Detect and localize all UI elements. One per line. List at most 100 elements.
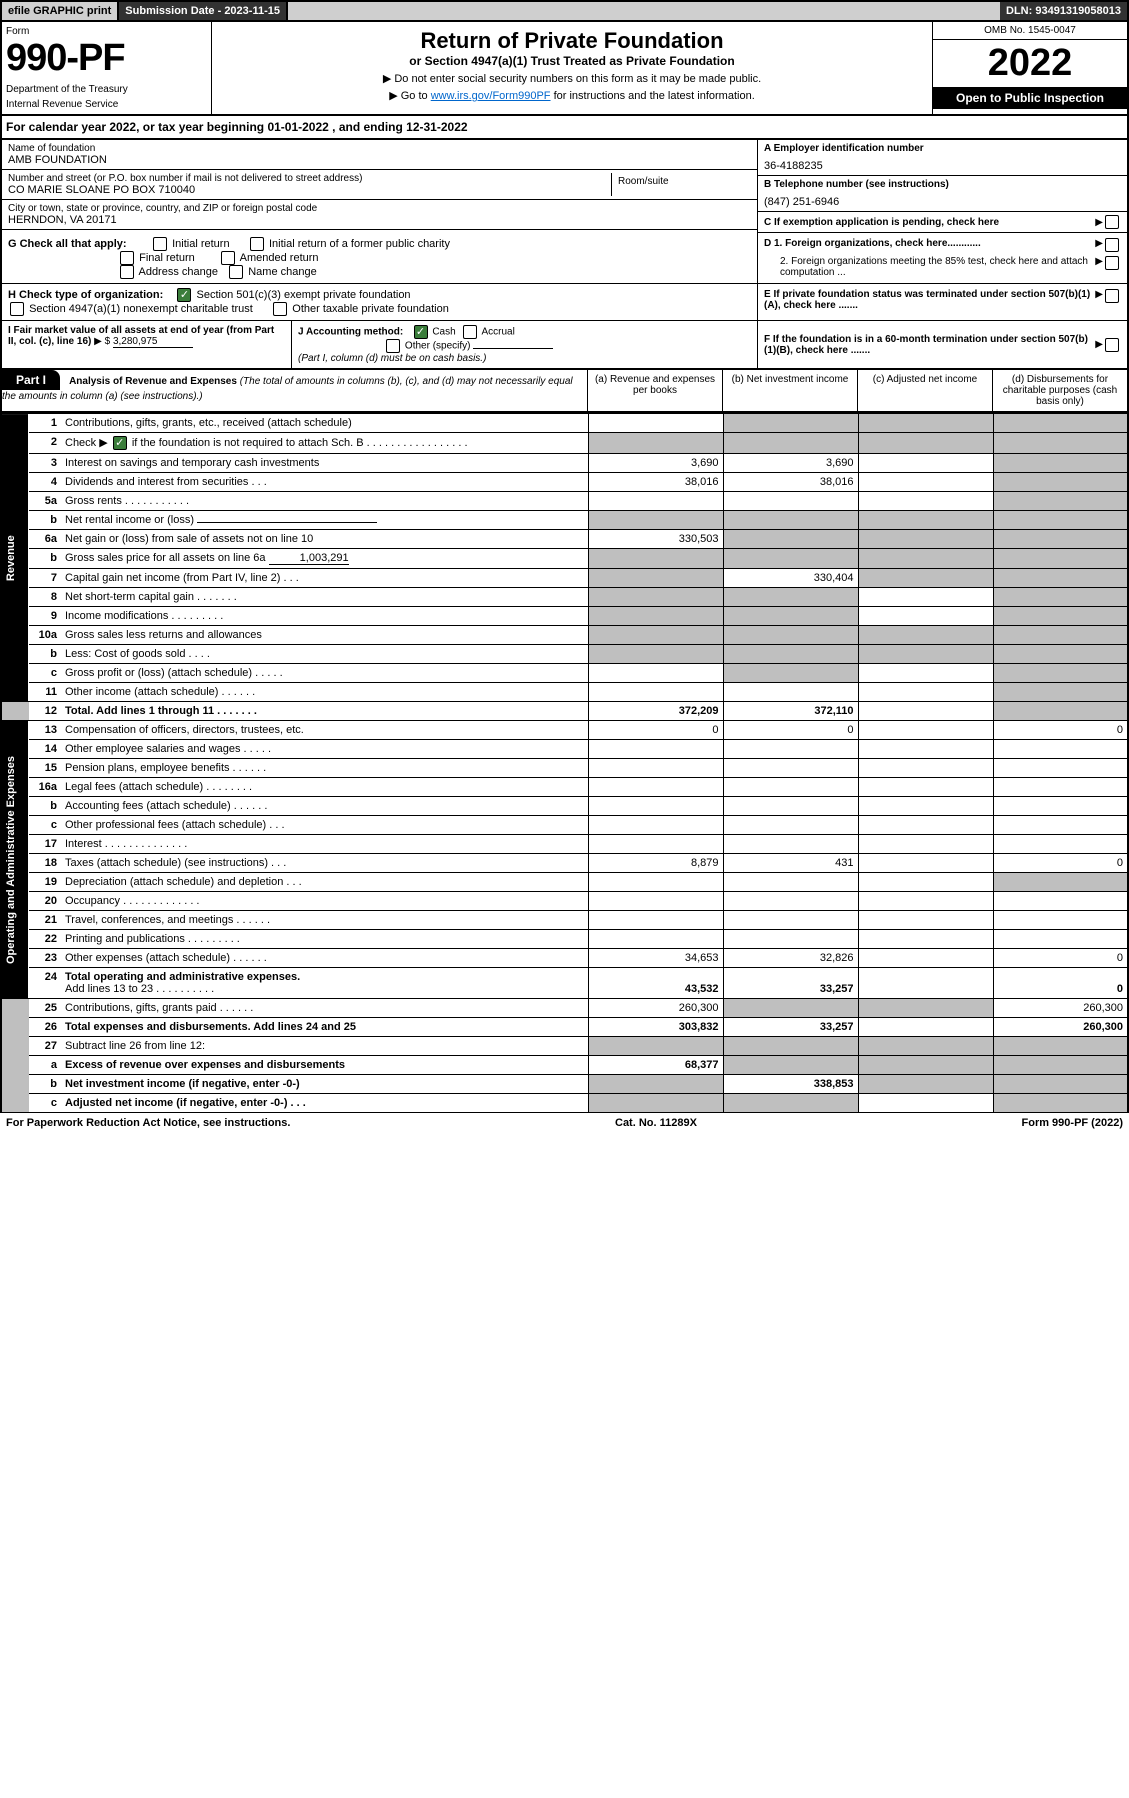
l13-d: 0: [993, 721, 1128, 740]
line-5a: Gross rents . . . . . . . . . . .: [61, 492, 588, 511]
h-label: H Check type of organization:: [8, 289, 163, 301]
line-10b: Less: Cost of goods sold . . . .: [61, 645, 588, 664]
l18-a: 8,879: [588, 854, 723, 873]
l23-d: 0: [993, 949, 1128, 968]
col-a-header: (a) Revenue and expenses per books: [587, 370, 722, 411]
d2-label: 2. Foreign organizations meeting the 85%…: [764, 256, 1095, 278]
line-27: Subtract line 26 from line 12:: [61, 1037, 588, 1056]
top-bar: efile GRAPHIC print Submission Date - 20…: [0, 0, 1129, 22]
l23-a: 34,653: [588, 949, 723, 968]
g-label: G Check all that apply:: [8, 238, 127, 250]
schb-checkbox[interactable]: [113, 436, 127, 450]
line-11: Other income (attach schedule) . . . . .…: [61, 683, 588, 702]
l26-d: 260,300: [993, 1018, 1128, 1037]
line-21: Travel, conferences, and meetings . . . …: [61, 911, 588, 930]
f-checkbox[interactable]: [1105, 338, 1119, 352]
col-d-header: (d) Disbursements for charitable purpose…: [992, 370, 1127, 411]
d2-checkbox[interactable]: [1105, 256, 1119, 270]
h-501c3-checkbox[interactable]: [177, 288, 191, 302]
irs-link[interactable]: www.irs.gov/Form990PF: [431, 90, 551, 102]
entity-info: Name of foundation AMB FOUNDATION Number…: [0, 140, 1129, 233]
c-checkbox[interactable]: [1105, 215, 1119, 229]
l18-b: 431: [723, 854, 858, 873]
goto-link-line: ▶ Go to www.irs.gov/Form990PF for instru…: [218, 89, 926, 102]
l26-b: 33,257: [723, 1018, 858, 1037]
l24-b: 33,257: [723, 968, 858, 999]
line-15: Pension plans, employee benefits . . . .…: [61, 759, 588, 778]
ein-value: 36-4188235: [764, 160, 1121, 172]
line-14: Other employee salaries and wages . . . …: [61, 740, 588, 759]
h-4947-checkbox[interactable]: [10, 302, 24, 316]
tax-year: 2022: [933, 40, 1127, 87]
footer-mid: Cat. No. 11289X: [615, 1117, 697, 1129]
l24-d: 0: [993, 968, 1128, 999]
line-5b: Net rental income or (loss): [61, 511, 588, 530]
l4-b: 38,016: [723, 473, 858, 492]
l26-a: 303,832: [588, 1018, 723, 1037]
line-16c: Other professional fees (attach schedule…: [61, 816, 588, 835]
line-17: Interest . . . . . . . . . . . . . .: [61, 835, 588, 854]
form-label: Form: [6, 26, 207, 37]
irs-label: Internal Revenue Service: [6, 99, 207, 110]
omb-number: OMB No. 1545-0047: [933, 22, 1127, 40]
line-3: Interest on savings and temporary cash i…: [61, 454, 588, 473]
foundation-name: AMB FOUNDATION: [8, 154, 751, 166]
l13-a: 0: [588, 721, 723, 740]
line-16b: Accounting fees (attach schedule) . . . …: [61, 797, 588, 816]
g-initial-former-checkbox[interactable]: [250, 237, 264, 251]
line-27a: Excess of revenue over expenses and disb…: [61, 1056, 588, 1075]
i-value: 3,280,975: [113, 336, 193, 348]
form-header: Form 990-PF Department of the Treasury I…: [0, 22, 1129, 116]
city-label: City or town, state or province, country…: [8, 203, 751, 214]
l27b-b: 338,853: [723, 1075, 858, 1094]
g-address-checkbox[interactable]: [120, 265, 134, 279]
phone-value: (847) 251-6946: [764, 196, 1121, 208]
g-final-checkbox[interactable]: [120, 251, 134, 265]
city-state-zip: HERNDON, VA 20171: [8, 214, 751, 226]
j-cash-checkbox[interactable]: [414, 325, 428, 339]
j-note: (Part I, column (d) must be on cash basi…: [298, 353, 486, 364]
line-1: Contributions, gifts, grants, etc., rece…: [61, 414, 588, 433]
arrow-icon: ▶: [1095, 238, 1103, 252]
line-18: Taxes (attach schedule) (see instruction…: [61, 854, 588, 873]
l13-b: 0: [723, 721, 858, 740]
c-label: C If exemption application is pending, c…: [764, 217, 1095, 228]
part1-header: Part I Analysis of Revenue and Expenses …: [0, 370, 1129, 413]
line-16a: Legal fees (attach schedule) . . . . . .…: [61, 778, 588, 797]
l27a-a: 68,377: [588, 1056, 723, 1075]
h-other-checkbox[interactable]: [273, 302, 287, 316]
open-inspection: Open to Public Inspection: [933, 87, 1127, 109]
l3-a: 3,690: [588, 454, 723, 473]
line-6a: Net gain or (loss) from sale of assets n…: [61, 530, 588, 549]
g-name-checkbox[interactable]: [229, 265, 243, 279]
page-footer: For Paperwork Reduction Act Notice, see …: [0, 1112, 1129, 1133]
line-13: Compensation of officers, directors, tru…: [61, 721, 588, 740]
col-b-header: (b) Net investment income: [722, 370, 857, 411]
efile-label: efile GRAPHIC print: [2, 2, 119, 20]
l24-a: 43,532: [588, 968, 723, 999]
line-6b: Gross sales price for all assets on line…: [61, 549, 588, 569]
line-27b: Net investment income (if negative, ente…: [61, 1075, 588, 1094]
line-10c: Gross profit or (loss) (attach schedule)…: [61, 664, 588, 683]
j-label: J Accounting method:: [298, 327, 403, 338]
form-title: Return of Private Foundation: [218, 28, 926, 54]
j-accrual-checkbox[interactable]: [463, 325, 477, 339]
line-23: Other expenses (attach schedule) . . . .…: [61, 949, 588, 968]
name-label: Name of foundation: [8, 143, 751, 154]
dln: DLN: 93491319058013: [1000, 2, 1127, 20]
arrow-icon: ▶: [1095, 339, 1103, 350]
part1-table: Revenue 1Contributions, gifts, grants, e…: [0, 413, 1129, 1112]
line-8: Net short-term capital gain . . . . . . …: [61, 588, 588, 607]
j-other-checkbox[interactable]: [386, 339, 400, 353]
l25-d: 260,300: [993, 999, 1128, 1018]
g-amended-checkbox[interactable]: [221, 251, 235, 265]
e-checkbox[interactable]: [1105, 289, 1119, 303]
line-20: Occupancy . . . . . . . . . . . . .: [61, 892, 588, 911]
l7-b: 330,404: [723, 569, 858, 588]
part1-title: Analysis of Revenue and Expenses: [69, 376, 237, 387]
arrow-icon: ▶: [1095, 289, 1103, 311]
d1-checkbox[interactable]: [1105, 238, 1119, 252]
arrow-icon: ▶: [1095, 256, 1103, 278]
g-initial-checkbox[interactable]: [153, 237, 167, 251]
dept-treasury: Department of the Treasury: [6, 84, 207, 95]
